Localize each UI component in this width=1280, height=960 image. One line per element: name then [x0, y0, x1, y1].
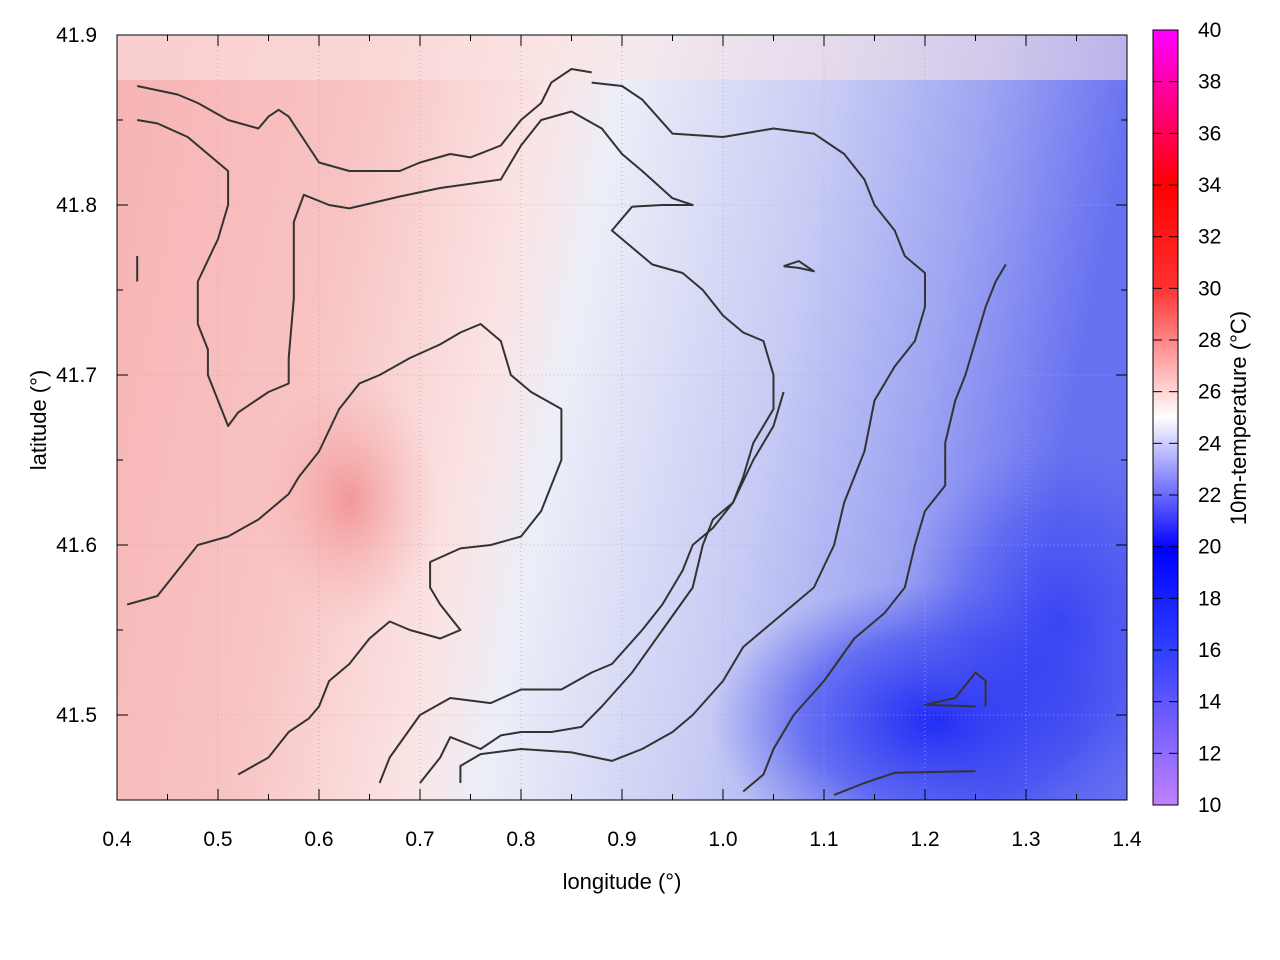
x-tick-label: 1.1 [809, 828, 838, 851]
x-tick-label: 0.4 [102, 828, 132, 851]
colorbar-ticks: 10 12 14 16 18 20 22 24 26 28 30 32 34 36 38 40 [1153, 19, 1222, 817]
temperature-field [117, 35, 1127, 800]
x-tick-label: 1.2 [910, 828, 939, 851]
x-tick-label: 0.8 [506, 828, 535, 851]
contour-line [136, 68, 592, 172]
colorbar-tick-label: 12 [1198, 742, 1221, 765]
x-tick-label: 0.9 [607, 828, 636, 851]
contour-lines [126, 68, 1007, 796]
contour-line [459, 81, 926, 783]
colorbar-gradient [1152, 29, 1179, 806]
x-tick-label: 0.7 [405, 828, 434, 851]
x-tick-label: 1.4 [1112, 828, 1142, 851]
colorbar-tick-label: 26 [1198, 381, 1221, 404]
colorbar-tick-label: 10 [1198, 794, 1221, 817]
contour-line [833, 770, 976, 796]
colorbar-tick-label: 22 [1198, 484, 1221, 507]
x-tick-label: 0.6 [304, 828, 333, 851]
contour-line [742, 263, 1007, 793]
colorbar-title: 10m-temperature (°C) [1226, 311, 1251, 525]
colorbar-tick-label: 32 [1198, 226, 1221, 249]
colorbar-tick-label: 38 [1198, 71, 1221, 94]
contour-line [924, 671, 987, 708]
y-tick-label: 41.5 [56, 704, 97, 727]
x-tick-label: 0.5 [203, 828, 232, 851]
y-tick-label: 41.8 [56, 194, 97, 217]
colorbar-tick-label: 16 [1198, 639, 1221, 662]
contour-line [137, 110, 775, 784]
cold-region [900, 440, 1127, 800]
y-tick-label: 41.7 [56, 364, 97, 387]
x-axis: 0.4 0.5 0.6 0.7 0.8 0.9 1.0 1.1 1.2 1.3 1.4 [102, 35, 1142, 851]
y-tick-label: 41.9 [56, 24, 97, 47]
colorbar: 10 12 14 16 18 20 22 24 26 28 30 32 34 36 38 40 10m-tem… [1152, 19, 1251, 817]
y-tick-label: 41.6 [56, 534, 97, 557]
colorbar-tick-label: 14 [1198, 691, 1222, 714]
colorbar-tick-label: 20 [1198, 536, 1221, 559]
x-tick-label: 1.0 [708, 828, 737, 851]
colorbar-tick-label: 18 [1198, 587, 1221, 610]
colorbar-tick-label: 24 [1198, 432, 1222, 455]
x-axis-title: longitude (°) [563, 869, 682, 894]
colorbar-tick-label: 34 [1198, 174, 1222, 197]
colorbar-tick-label: 40 [1198, 19, 1221, 42]
warm-region [260, 370, 440, 630]
contour-line [126, 323, 563, 776]
x-tick-label: 1.3 [1011, 828, 1040, 851]
colorbar-tick-label: 36 [1198, 122, 1221, 145]
y-axis-title: latitude (°) [26, 370, 51, 471]
y-axis: 41.5 41.6 41.7 41.8 41.9 [56, 24, 1127, 801]
colorbar-tick-label: 28 [1198, 329, 1221, 352]
colorbar-tick-label: 30 [1198, 277, 1221, 300]
contour-line [378, 391, 785, 784]
contour-line [783, 260, 815, 273]
